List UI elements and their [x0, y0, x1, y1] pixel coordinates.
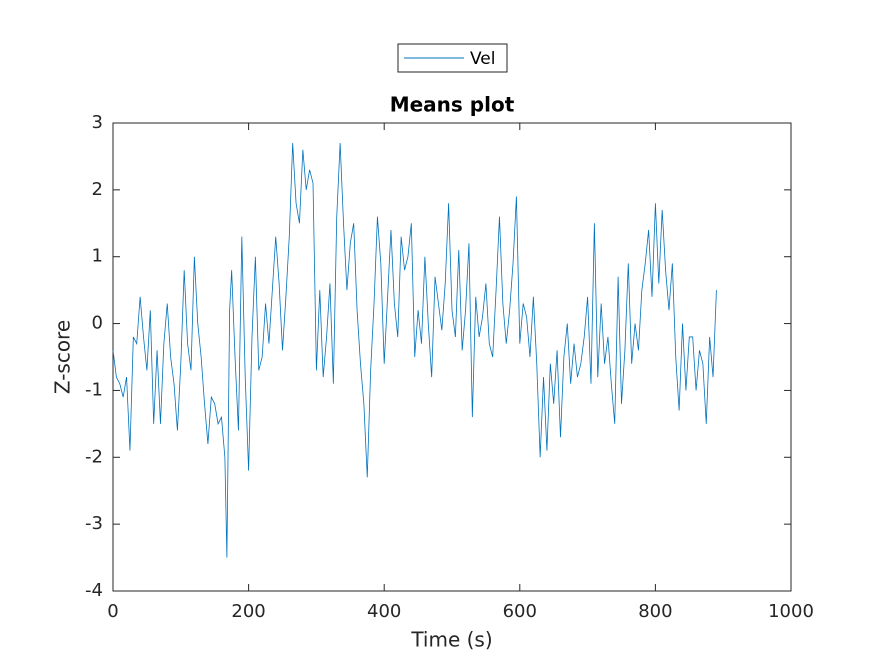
- y-tick-label: -4: [85, 580, 103, 601]
- x-axis-label: Time (s): [410, 628, 492, 652]
- y-axis-label: Z-score: [51, 320, 75, 394]
- plot-area: [112, 122, 792, 592]
- y-tick-label: 0: [92, 313, 103, 334]
- x-tick-label: 400: [367, 601, 401, 622]
- y-tick-label: -1: [85, 379, 103, 400]
- legend-label: Vel: [470, 49, 496, 69]
- x-tick-label: 800: [638, 601, 672, 622]
- y-tick-label: -2: [85, 446, 103, 467]
- x-tick-label: 0: [107, 601, 118, 622]
- x-tick-label: 600: [503, 601, 537, 622]
- x-tick-label: 200: [231, 601, 265, 622]
- y-tick-label: 1: [92, 246, 103, 267]
- data-line: [112, 143, 717, 558]
- y-tick-label: 2: [92, 179, 103, 200]
- x-tick-label: 1000: [768, 601, 814, 622]
- y-tick-label: -3: [85, 513, 103, 534]
- y-tick-label: 3: [92, 112, 103, 133]
- chart-title: Means plot: [390, 93, 515, 117]
